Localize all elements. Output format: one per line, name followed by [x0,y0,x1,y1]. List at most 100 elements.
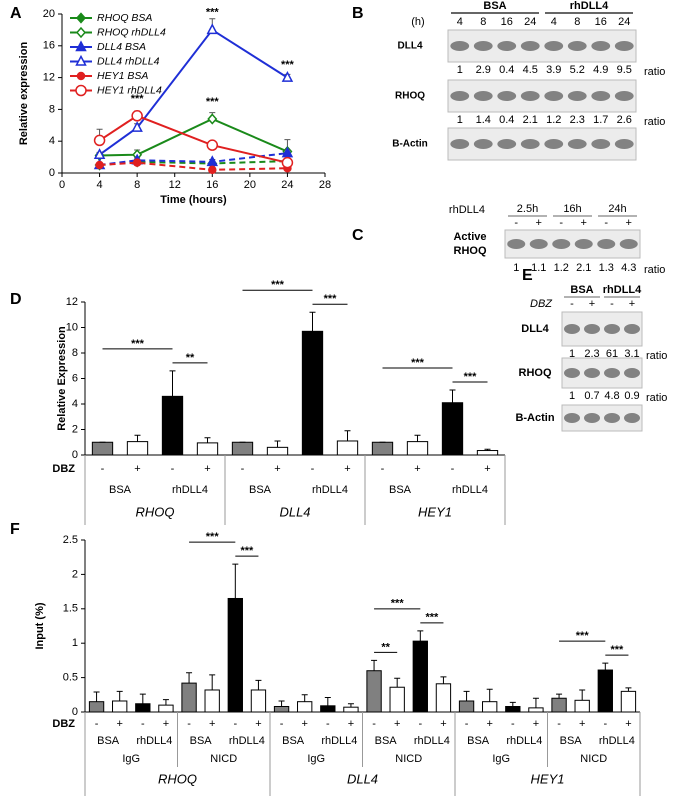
condition-label: rhDLL4 [136,735,172,747]
band [544,139,564,149]
x-axis-title: Time (hours) [160,194,227,206]
y-tick-label: 0 [49,167,55,179]
lane-label: 24 [524,16,536,28]
dbz-label: DBZ [52,463,75,475]
bar [389,686,405,713]
bar [551,697,567,713]
series-line [99,161,288,171]
error-bar [417,630,424,642]
row-label: RHOQ [454,245,487,257]
band [584,413,600,423]
gene-label: HEY1 [418,504,452,519]
dbz-sign: - [465,718,469,730]
band [473,41,493,51]
error-bar [169,370,176,397]
band [614,41,634,51]
band [450,139,470,149]
legend-marker [75,84,87,97]
condition-label: rhDLL4 [414,735,450,747]
x-tick-label: 4 [97,179,103,191]
error-bar [162,699,169,706]
error-bar [139,693,146,704]
ratio-value: 1.2 [554,262,569,274]
y-tick-label: 4 [49,135,55,147]
error-bar [344,430,351,441]
error-bar [440,676,447,684]
bar [505,705,521,713]
subgroup-label: NICD [395,753,422,765]
dbz-sign: + [116,718,122,730]
x-tick-label: 16 [206,179,218,191]
bar [301,330,324,456]
significance-label: *** [324,293,338,305]
dbz-sign: - [95,718,99,730]
point [206,155,219,167]
point [281,70,294,82]
y-tick-label: 0.5 [63,672,78,684]
dbz-sign: - [233,718,237,730]
ratio-value: 2.9 [476,64,491,76]
treatment-sign: - [559,217,563,229]
error-bar [274,440,281,448]
dbz-sign: - [570,298,574,310]
subgroup-label: NICD [210,753,237,765]
dbz-sign: - [101,463,105,475]
bar [343,706,359,713]
legend-label: RHOQ rhDLL4 [97,26,166,38]
error-bar [602,662,609,671]
dbz-sign: + [486,718,492,730]
panel-label: E [522,267,533,284]
error-bar [463,690,470,701]
lane-label: 4 [551,16,557,28]
dbz-sign: + [204,463,210,475]
band [614,139,634,149]
ratio-value: 3.1 [624,348,639,360]
condition-label: BSA [570,284,593,296]
band [567,41,587,51]
ratio-label: ratio [646,392,667,404]
dbz-sign: - [311,463,315,475]
lane-label: 8 [574,16,580,28]
bar [320,705,336,713]
dbz-sign: + [440,718,446,730]
band [624,324,640,334]
gene-label: RHOQ [158,771,197,786]
condition-label: rhDLL4 [452,484,488,496]
ratio-value: 1 [457,64,463,76]
ratio-value: 2.3 [570,114,585,126]
ratio-value: 0.7 [584,390,599,402]
bar [158,704,174,713]
band [584,324,600,334]
legend-label: HEY1 rhDLL4 [97,84,162,96]
band [520,41,540,51]
panel-label: A [10,5,22,22]
condition-label: rhDLL4 [599,735,635,747]
band [591,41,611,51]
band [564,368,580,378]
condition-label: rhDLL4 [603,284,642,296]
dbz-sign: - [280,718,284,730]
legend-label: RHOQ BSA [97,12,152,24]
ratio-label: ratio [646,350,667,362]
gene-label: RHOQ [136,504,175,519]
dbz-sign: + [301,718,307,730]
y-tick-label: 6 [72,372,78,384]
dbz-sign: - [381,463,385,475]
band [624,413,640,423]
treatment-sign: + [581,217,587,229]
error-bar [484,448,491,451]
bar [366,670,382,713]
ratio-value: 3.9 [546,64,561,76]
panel-label: C [352,227,364,244]
ratio-value: 4.5 [523,64,538,76]
ratio-value: 2.6 [617,114,632,126]
band [564,324,580,334]
bar [458,700,475,713]
significance-label: *** [391,598,405,610]
series-line [99,152,288,167]
bar [126,441,149,456]
series-line [99,160,288,167]
point [95,160,104,170]
error-bar [414,434,421,442]
